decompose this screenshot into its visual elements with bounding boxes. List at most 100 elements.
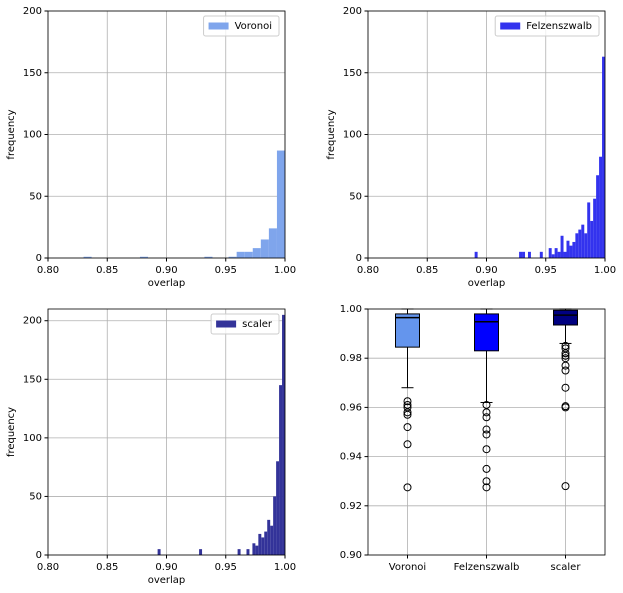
outlier: [561, 482, 570, 491]
x-tick-label: 1.00: [274, 265, 296, 276]
bar: [587, 202, 591, 258]
outlier: [403, 397, 412, 406]
bar: [584, 233, 588, 258]
x-tick-label: 0.90: [155, 562, 177, 573]
bar: [593, 198, 597, 258]
y-tick-label: 0.96: [340, 402, 362, 413]
x-tick-label: 0.95: [535, 265, 557, 276]
outlier: [561, 383, 570, 392]
outlier: [482, 477, 491, 486]
bar: [560, 235, 564, 258]
legend: [494, 15, 600, 37]
outlier: [403, 483, 412, 492]
bar: [199, 549, 203, 555]
y-tick-label: 0: [36, 550, 42, 561]
outlier: [482, 483, 491, 492]
bar: [578, 229, 582, 258]
bar: [599, 156, 603, 258]
bar: [139, 256, 149, 258]
legend-swatch: [216, 320, 237, 328]
legend-swatch: [208, 22, 229, 30]
bar: [255, 545, 259, 555]
bar: [548, 248, 552, 258]
bar: [236, 251, 245, 258]
bar: [519, 251, 523, 258]
outlier: [561, 351, 570, 360]
y-tick-label: 150: [23, 68, 42, 79]
y-tick-label: 50: [349, 191, 362, 202]
axes-frame: [367, 308, 606, 556]
x-tick-label: 0.85: [96, 265, 118, 276]
y-tick-label: 0: [356, 253, 362, 264]
bar: [566, 240, 570, 258]
bar: [252, 543, 256, 555]
bar: [474, 251, 478, 258]
bar: [554, 248, 558, 258]
axes-frame: [367, 10, 606, 259]
outlier: [561, 361, 570, 370]
bar: [602, 56, 605, 258]
y-tick-label: 0.94: [340, 452, 362, 463]
legend-label: Voronoi: [235, 21, 272, 32]
axes-frame: [47, 308, 286, 556]
legend-label: Felzenszwalb: [526, 21, 592, 32]
y-tick-label: 0: [36, 253, 42, 264]
outlier: [403, 408, 412, 417]
axes-frame: [47, 10, 286, 259]
y-tick-label: 200: [23, 6, 42, 17]
bar: [270, 525, 274, 555]
bar: [204, 256, 213, 258]
y-tick-label: 1.00: [340, 304, 362, 315]
box: [474, 313, 499, 352]
bar: [527, 251, 531, 258]
x-tick-label: Voronoi: [389, 562, 426, 573]
y-tick-label: 50: [29, 191, 42, 202]
bar: [551, 254, 555, 258]
bar: [244, 251, 253, 258]
outlier: [561, 349, 570, 358]
legend-label: scaler: [242, 319, 273, 330]
box: [395, 313, 420, 348]
x-tick-label: 0.85: [96, 562, 118, 573]
y-tick-label: 0.92: [340, 501, 362, 512]
y-axis-label: frequency: [326, 109, 337, 159]
bar: [237, 549, 241, 555]
bar: [569, 245, 573, 258]
bar: [252, 248, 261, 258]
bar: [581, 224, 585, 258]
x-tick-label: scaler: [551, 562, 582, 573]
y-tick-label: 0.90: [340, 550, 362, 561]
outlier: [482, 464, 491, 473]
outlier: [482, 413, 491, 422]
bar: [157, 549, 161, 555]
x-tick-label: 0.95: [215, 265, 237, 276]
x-tick-label: 0.95: [215, 562, 237, 573]
bar: [268, 228, 277, 258]
bar: [258, 533, 262, 555]
y-tick-label: 100: [343, 130, 362, 141]
bar: [276, 150, 285, 258]
outlier: [482, 430, 491, 439]
bar: [590, 220, 594, 258]
x-tick-label: 0.90: [475, 265, 497, 276]
outlier: [403, 423, 412, 432]
y-axis-label: frequency: [6, 407, 17, 457]
bar: [279, 385, 283, 555]
bar: [260, 239, 269, 258]
y-tick-label: 50: [29, 491, 42, 502]
x-axis-label: overlap: [148, 278, 186, 289]
x-axis-label: overlap: [468, 278, 506, 289]
bar: [261, 537, 265, 555]
bar: [522, 251, 526, 258]
y-tick-label: 150: [23, 374, 42, 385]
bar: [539, 251, 543, 258]
bar: [572, 241, 576, 258]
x-tick-label: 0.80: [37, 562, 59, 573]
bar: [228, 256, 237, 258]
bar: [575, 233, 579, 258]
outlier: [482, 445, 491, 454]
x-tick-label: 0.80: [37, 265, 59, 276]
y-tick-label: 200: [23, 316, 42, 327]
outlier: [482, 408, 491, 417]
y-tick-label: 100: [23, 433, 42, 444]
